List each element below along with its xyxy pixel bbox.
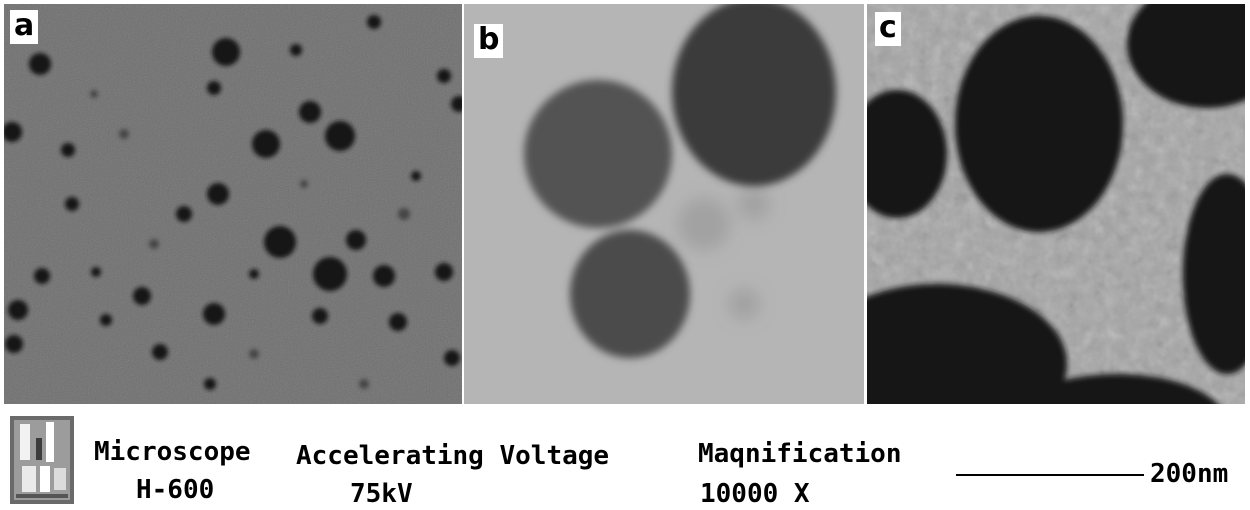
scale-bar xyxy=(956,474,1144,476)
accelerating-voltage-label: Accelerating Voltage xyxy=(296,441,610,471)
accelerating-voltage-value: 75kV xyxy=(350,479,413,509)
panel-label-b: b xyxy=(474,24,504,58)
microscope-logo-icon xyxy=(10,416,74,504)
micrograph-panel-b: b xyxy=(464,4,864,404)
micrograph-panel-a: a xyxy=(4,4,462,404)
panel-label-c: c xyxy=(875,12,901,46)
microscope-label: Microscope xyxy=(94,437,251,467)
micrograph-panel-c: c xyxy=(867,4,1245,404)
panel-label-a: a xyxy=(10,10,39,44)
microscope-model-value: H-600 xyxy=(136,475,215,505)
magnification-value: 10000 X xyxy=(700,479,810,509)
magnification-label: Maqnification xyxy=(698,439,902,469)
micrograph-a-image xyxy=(4,4,462,404)
scale-bar-label: 200nm xyxy=(1150,459,1229,489)
micrograph-panels: a b xyxy=(4,4,1245,404)
micrograph-b-image xyxy=(464,4,864,404)
microscope-info-bar: Microscope H-600 Accelerating Voltage 75… xyxy=(0,408,1250,510)
micrograph-c-image xyxy=(867,4,1245,404)
